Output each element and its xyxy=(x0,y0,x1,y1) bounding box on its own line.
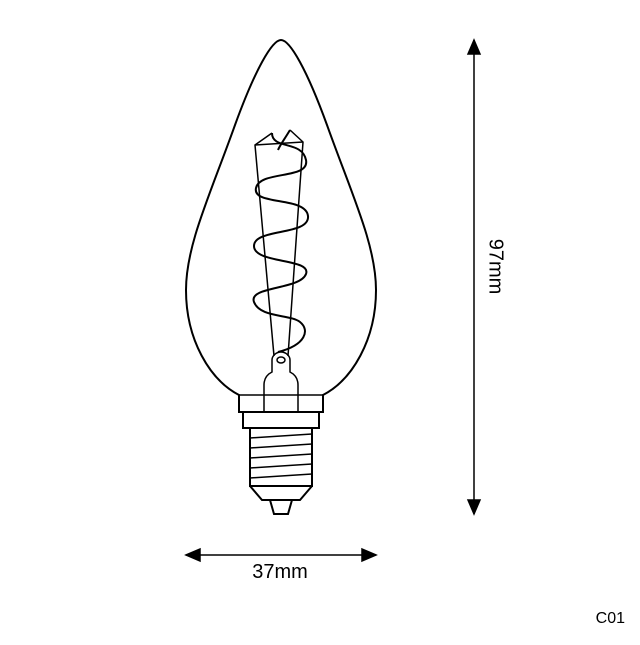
bulb-drawing xyxy=(0,0,640,640)
bulb-screw-threads xyxy=(250,428,312,486)
diagram-container: 37mm 97mm C01 xyxy=(0,0,640,640)
model-code-label: C01 xyxy=(596,610,625,628)
height-dimension-line xyxy=(468,40,480,514)
bulb-contact-cone xyxy=(250,486,312,500)
height-dimension-label: 97mm xyxy=(484,227,507,307)
width-dimension-label: 37mm xyxy=(240,561,320,584)
bulb-filament-spiral xyxy=(254,130,309,352)
width-dimension-line xyxy=(186,549,376,561)
bulb-contact-tip xyxy=(270,500,292,514)
bulb-support-wires xyxy=(255,130,303,356)
bulb-stem xyxy=(264,352,298,412)
bulb-glass-icon xyxy=(186,40,376,412)
bulb-base-cap xyxy=(243,412,319,428)
